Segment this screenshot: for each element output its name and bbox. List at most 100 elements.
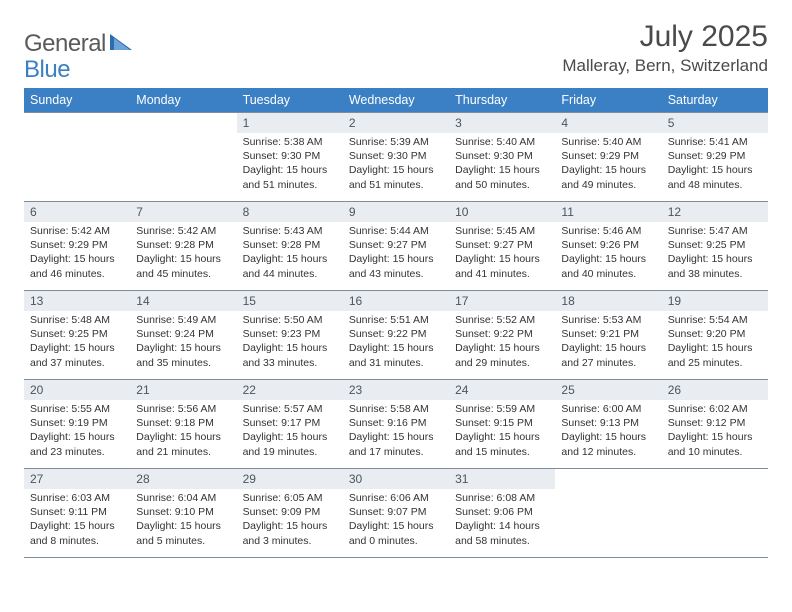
sunrise-line: Sunrise: 5:58 AM <box>349 402 443 416</box>
day-number: 14 <box>130 291 236 311</box>
day-number: 26 <box>662 380 768 400</box>
calendar-cell: 20Sunrise: 5:55 AMSunset: 9:19 PMDayligh… <box>24 380 130 469</box>
day-body: Sunrise: 5:54 AMSunset: 9:20 PMDaylight:… <box>662 311 768 374</box>
day-number: 18 <box>555 291 661 311</box>
calendar-cell: 28Sunrise: 6:04 AMSunset: 9:10 PMDayligh… <box>130 469 236 558</box>
sunset-line: Sunset: 9:26 PM <box>561 238 655 252</box>
calendar-body: 1Sunrise: 5:38 AMSunset: 9:30 PMDaylight… <box>24 113 768 558</box>
sunset-line: Sunset: 9:29 PM <box>30 238 124 252</box>
day-body: Sunrise: 6:08 AMSunset: 9:06 PMDaylight:… <box>449 489 555 552</box>
sunset-line: Sunset: 9:19 PM <box>30 416 124 430</box>
day-number: 17 <box>449 291 555 311</box>
day-body: Sunrise: 5:52 AMSunset: 9:22 PMDaylight:… <box>449 311 555 374</box>
day-body: Sunrise: 5:46 AMSunset: 9:26 PMDaylight:… <box>555 222 661 285</box>
calendar-cell: 27Sunrise: 6:03 AMSunset: 9:11 PMDayligh… <box>24 469 130 558</box>
sunrise-line: Sunrise: 5:42 AM <box>136 224 230 238</box>
daylight-line: Daylight: 15 hours and 46 minutes. <box>30 252 124 280</box>
day-number: 1 <box>237 113 343 133</box>
daylight-line: Daylight: 15 hours and 40 minutes. <box>561 252 655 280</box>
day-body: Sunrise: 6:04 AMSunset: 9:10 PMDaylight:… <box>130 489 236 552</box>
day-body: Sunrise: 5:59 AMSunset: 9:15 PMDaylight:… <box>449 400 555 463</box>
day-body: Sunrise: 6:03 AMSunset: 9:11 PMDaylight:… <box>24 489 130 552</box>
day-number: 11 <box>555 202 661 222</box>
daylight-line: Daylight: 15 hours and 33 minutes. <box>243 341 337 369</box>
day-body: Sunrise: 5:45 AMSunset: 9:27 PMDaylight:… <box>449 222 555 285</box>
calendar-cell: 30Sunrise: 6:06 AMSunset: 9:07 PMDayligh… <box>343 469 449 558</box>
day-header: Saturday <box>662 88 768 113</box>
sunset-line: Sunset: 9:29 PM <box>668 149 762 163</box>
calendar-cell: 6Sunrise: 5:42 AMSunset: 9:29 PMDaylight… <box>24 202 130 291</box>
day-number: 27 <box>24 469 130 489</box>
sunrise-line: Sunrise: 6:04 AM <box>136 491 230 505</box>
sunset-line: Sunset: 9:27 PM <box>455 238 549 252</box>
calendar-cell: 1Sunrise: 5:38 AMSunset: 9:30 PMDaylight… <box>237 113 343 202</box>
daylight-line: Daylight: 15 hours and 29 minutes. <box>455 341 549 369</box>
day-number: 2 <box>343 113 449 133</box>
day-number: 24 <box>449 380 555 400</box>
day-number: 28 <box>130 469 236 489</box>
daylight-line: Daylight: 15 hours and 44 minutes. <box>243 252 337 280</box>
sunset-line: Sunset: 9:30 PM <box>455 149 549 163</box>
day-number: 9 <box>343 202 449 222</box>
sunset-line: Sunset: 9:28 PM <box>243 238 337 252</box>
day-number: 5 <box>662 113 768 133</box>
sunrise-line: Sunrise: 5:46 AM <box>561 224 655 238</box>
page-title: July 2025 <box>562 20 768 54</box>
calendar-cell: 4Sunrise: 5:40 AMSunset: 9:29 PMDaylight… <box>555 113 661 202</box>
sunrise-line: Sunrise: 5:45 AM <box>455 224 549 238</box>
day-body: Sunrise: 5:58 AMSunset: 9:16 PMDaylight:… <box>343 400 449 463</box>
calendar-cell: 15Sunrise: 5:50 AMSunset: 9:23 PMDayligh… <box>237 291 343 380</box>
calendar-cell: 23Sunrise: 5:58 AMSunset: 9:16 PMDayligh… <box>343 380 449 469</box>
sunset-line: Sunset: 9:22 PM <box>455 327 549 341</box>
day-header: Thursday <box>449 88 555 113</box>
sunrise-line: Sunrise: 5:41 AM <box>668 135 762 149</box>
day-body: Sunrise: 5:56 AMSunset: 9:18 PMDaylight:… <box>130 400 236 463</box>
calendar-row: 6Sunrise: 5:42 AMSunset: 9:29 PMDaylight… <box>24 202 768 291</box>
day-body: Sunrise: 6:00 AMSunset: 9:13 PMDaylight:… <box>555 400 661 463</box>
day-body: Sunrise: 5:44 AMSunset: 9:27 PMDaylight:… <box>343 222 449 285</box>
day-body: Sunrise: 5:43 AMSunset: 9:28 PMDaylight:… <box>237 222 343 285</box>
header: General July 2025 Malleray, Bern, Switze… <box>24 20 768 76</box>
daylight-line: Daylight: 15 hours and 10 minutes. <box>668 430 762 458</box>
title-block: July 2025 Malleray, Bern, Switzerland <box>562 20 768 76</box>
sunrise-line: Sunrise: 6:00 AM <box>561 402 655 416</box>
day-body: Sunrise: 5:49 AMSunset: 9:24 PMDaylight:… <box>130 311 236 374</box>
calendar-cell: 13Sunrise: 5:48 AMSunset: 9:25 PMDayligh… <box>24 291 130 380</box>
calendar-cell: 16Sunrise: 5:51 AMSunset: 9:22 PMDayligh… <box>343 291 449 380</box>
day-number: 20 <box>24 380 130 400</box>
calendar-cell <box>130 113 236 202</box>
sunset-line: Sunset: 9:07 PM <box>349 505 443 519</box>
sunset-line: Sunset: 9:06 PM <box>455 505 549 519</box>
day-body: Sunrise: 5:40 AMSunset: 9:30 PMDaylight:… <box>449 133 555 196</box>
day-body: Sunrise: 5:57 AMSunset: 9:17 PMDaylight:… <box>237 400 343 463</box>
sunrise-line: Sunrise: 6:02 AM <box>668 402 762 416</box>
day-body: Sunrise: 5:42 AMSunset: 9:28 PMDaylight:… <box>130 222 236 285</box>
daylight-line: Daylight: 15 hours and 50 minutes. <box>455 163 549 191</box>
daylight-line: Daylight: 15 hours and 15 minutes. <box>455 430 549 458</box>
sunset-line: Sunset: 9:18 PM <box>136 416 230 430</box>
day-body: Sunrise: 5:53 AMSunset: 9:21 PMDaylight:… <box>555 311 661 374</box>
logo-text-2: Blue <box>24 56 70 83</box>
calendar-row: 13Sunrise: 5:48 AMSunset: 9:25 PMDayligh… <box>24 291 768 380</box>
sunset-line: Sunset: 9:09 PM <box>243 505 337 519</box>
calendar-cell: 8Sunrise: 5:43 AMSunset: 9:28 PMDaylight… <box>237 202 343 291</box>
calendar-cell: 25Sunrise: 6:00 AMSunset: 9:13 PMDayligh… <box>555 380 661 469</box>
calendar-row: 1Sunrise: 5:38 AMSunset: 9:30 PMDaylight… <box>24 113 768 202</box>
sunrise-line: Sunrise: 5:50 AM <box>243 313 337 327</box>
day-body: Sunrise: 5:48 AMSunset: 9:25 PMDaylight:… <box>24 311 130 374</box>
day-header-row: Sunday Monday Tuesday Wednesday Thursday… <box>24 88 768 113</box>
sunrise-line: Sunrise: 5:53 AM <box>561 313 655 327</box>
calendar-cell: 12Sunrise: 5:47 AMSunset: 9:25 PMDayligh… <box>662 202 768 291</box>
day-header: Monday <box>130 88 236 113</box>
day-number: 22 <box>237 380 343 400</box>
daylight-line: Daylight: 15 hours and 38 minutes. <box>668 252 762 280</box>
calendar-table: Sunday Monday Tuesday Wednesday Thursday… <box>24 88 768 558</box>
logo-text-1: General <box>24 30 106 58</box>
sunset-line: Sunset: 9:13 PM <box>561 416 655 430</box>
day-header: Sunday <box>24 88 130 113</box>
day-number: 25 <box>555 380 661 400</box>
day-body: Sunrise: 6:06 AMSunset: 9:07 PMDaylight:… <box>343 489 449 552</box>
daylight-line: Daylight: 15 hours and 48 minutes. <box>668 163 762 191</box>
calendar-row: 27Sunrise: 6:03 AMSunset: 9:11 PMDayligh… <box>24 469 768 558</box>
calendar-cell: 19Sunrise: 5:54 AMSunset: 9:20 PMDayligh… <box>662 291 768 380</box>
